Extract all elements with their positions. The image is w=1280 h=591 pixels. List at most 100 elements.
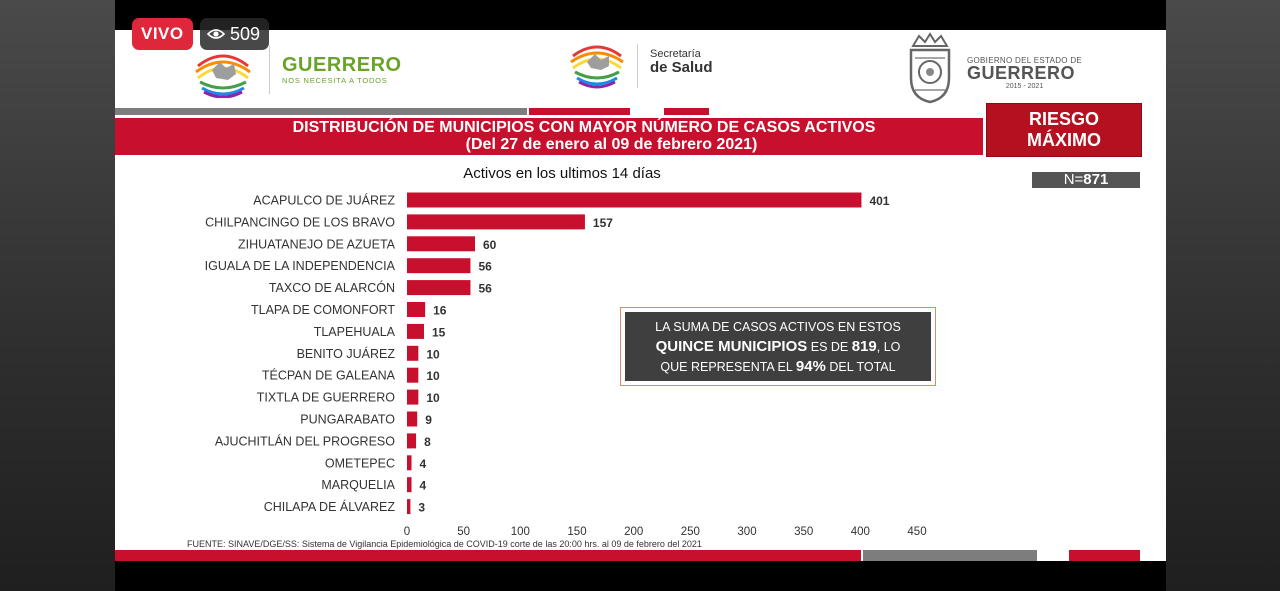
x-tick-label: 200 [624,526,643,538]
bar [407,367,419,383]
x-tick-label: 350 [794,526,813,538]
bar [407,389,419,405]
callout-line1: LA SUMA DE CASOS ACTIVOS EN ESTOS [655,320,901,334]
decor-stripe [664,108,709,115]
summary-callout: LA SUMA DE CASOS ACTIVOS EN ESTOS QUINCE… [620,307,936,386]
bar [407,192,862,208]
bar [407,323,424,339]
value-label: 4 [420,457,427,471]
bar [407,302,426,317]
presentation-slide: GUERRERO NOS NECESITA A TODOS Secretaría… [115,30,1166,561]
video-side-right [1166,0,1280,591]
decor-stripe [115,108,527,115]
category-label: ACAPULCO DE JUÁREZ [253,193,395,208]
category-label: BENITO JUÁREZ [297,346,396,361]
value-label: 9 [425,413,432,427]
secretaria-line2: de Salud [650,59,713,76]
bar [407,214,585,230]
slide-title: DISTRIBUCIÓN DE MUNICIPIOS CON MAYOR NÚM… [292,119,876,136]
video-side-left [0,0,115,591]
live-badge: VIVO [132,18,193,50]
bar [407,345,419,361]
x-tick-label: 300 [737,526,756,538]
title-band: DISTRIBUCIÓN DE MUNICIPIOS CON MAYOR NÚM… [115,118,983,155]
x-tick-label: 0 [404,526,410,538]
n-label: N= [1063,171,1084,188]
category-label: CHILAPA DE ÁLVAREZ [264,499,396,514]
decor-stripe [863,550,1037,561]
x-tick-label: 450 [907,526,926,538]
callout-emph: 819 [851,338,877,355]
category-label: CHILPANCINGO DE LOS BRAVO [205,215,395,229]
callout-emph: QUINCE MUNICIPIOS [655,338,808,355]
gov-line2: GUERRERO [967,63,1076,83]
value-label: 8 [424,435,431,449]
value-label: 60 [483,238,497,252]
callout-emph: 94% [795,358,826,375]
header-divider [269,46,270,94]
value-label: 56 [478,260,492,274]
total-n-badge: N=871 [1032,172,1140,188]
category-label: TLAPEHUALA [314,325,396,339]
summary-callout-text: LA SUMA DE CASOS ACTIVOS EN ESTOS QUINCE… [625,312,931,381]
category-label: AJUCHITLÁN DEL PROGRESO [215,433,395,448]
bar [407,477,412,493]
eye-icon [207,29,225,39]
viewer-count: 509 [230,24,261,44]
x-tick-label: 50 [457,526,470,538]
guerrero-emblem-logo [195,54,251,98]
video-letterbox-bottom [115,561,1166,591]
bar [407,411,418,427]
x-tick-label: 100 [511,526,530,538]
bar [407,499,411,515]
chart-title: Activos en los ultimos 14 días [463,165,661,182]
category-label: MARQUELIA [321,478,395,492]
category-label: ZIHUATANEJO DE AZUETA [238,237,396,251]
bar [407,236,475,252]
brand-guerrero: GUERRERO NOS NECESITA A TODOS [282,54,402,85]
value-label: 10 [426,369,440,383]
callout-text: QUE REPRESENTA EL [660,360,796,374]
x-tick-label: 250 [681,526,700,538]
risk-line1: RIESGO [1028,109,1099,129]
category-label: TÉCPAN DE GALEANA [262,368,396,383]
category-label: PUNGARABATO [300,413,395,427]
bar [407,455,412,471]
slide-subtitle: (Del 27 de enero al 09 de febrero 2021) [465,136,758,153]
category-label: IGUALA DE LA INDEPENDENCIA [205,259,396,273]
category-label: TAXCO DE ALARCÓN [269,280,395,295]
callout-line3: QUE REPRESENTA EL 94% DEL TOTAL [625,357,931,377]
decor-stripe [1069,550,1140,561]
value-label: 56 [478,282,492,296]
x-tick-label: 400 [851,526,870,538]
source-note: FUENTE: SINAVE/DGE/SS: Sistema de Vigila… [187,539,702,549]
bar [407,258,471,274]
secretaria-salud-emblem-logo [570,45,624,89]
value-label: 4 [420,479,427,493]
value-label: 157 [593,216,613,230]
brand-secretaria-salud: Secretaría de Salud [650,48,713,76]
brand-left-name: GUERRERO [282,54,402,76]
callout-text: , LO [876,340,901,354]
risk-line2: MÁXIMO [1027,130,1101,150]
bar-chart: Activos en los ultimos 14 días ACAPULCO D… [205,165,927,538]
bar [407,433,417,449]
value-label: 10 [426,391,440,405]
decor-stripe [529,108,630,115]
risk-badge: RIESGO MÁXIMO [986,103,1142,157]
value-label: 15 [432,325,446,339]
state-seal-icon [909,32,951,104]
callout-line2: QUINCE MUNICIPIOS ES DE 819, LO [625,337,931,357]
value-label: 401 [869,194,889,208]
callout-text: DEL TOTAL [825,360,896,374]
value-label: 3 [418,501,425,515]
category-label: TLAPA DE COMONFORT [251,303,395,317]
video-letterbox-top [115,0,1166,30]
n-value: 871 [1083,171,1109,188]
gov-line1: GOBIERNO DEL ESTADO DE [967,56,1083,65]
bar [407,280,471,296]
category-label: TIXTLA DE GUERRERO [257,391,395,405]
callout-text: ES DE [807,340,852,354]
gov-line3: 2015 - 2021 [1005,83,1044,90]
header-divider [637,44,638,88]
